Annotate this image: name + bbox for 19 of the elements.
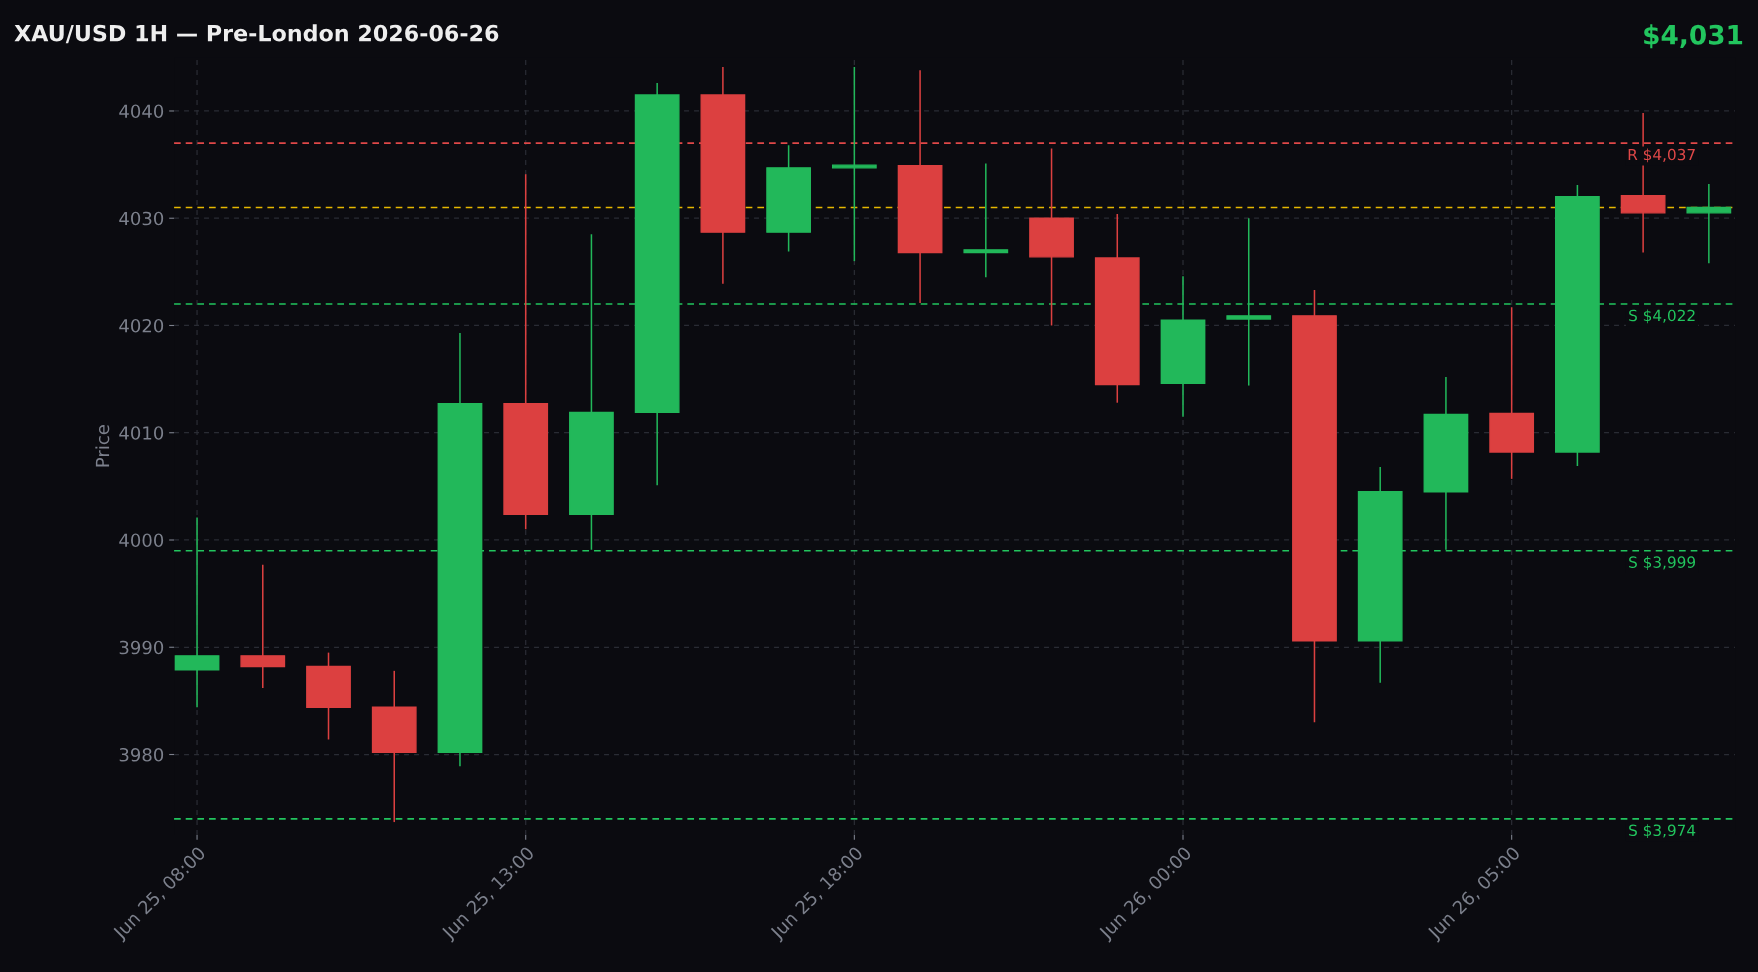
y-tick-label: 3980 bbox=[119, 747, 164, 762]
y-tick-label: 4040 bbox=[119, 104, 164, 119]
y-tick-label: 4010 bbox=[119, 426, 164, 440]
y-tick-label: 3990 bbox=[119, 640, 164, 655]
ref-line-label: S $3,999 bbox=[1629, 556, 1696, 570]
text: $4,031 bbox=[1644, 24, 1743, 49]
ref-line-label: S $3,974 bbox=[1629, 824, 1696, 839]
candlestick bbox=[1226, 217, 1272, 387]
candlestick bbox=[1686, 183, 1732, 265]
y-axis-title: Price bbox=[95, 425, 110, 467]
y-tick-label: 4030 bbox=[119, 211, 164, 226]
y-tick-label: 4020 bbox=[119, 318, 164, 333]
ref-line-label: S $4,022 bbox=[1629, 309, 1695, 324]
candlestick bbox=[963, 162, 1009, 278]
chart-title: XAU/USD 1H — Pre-London 2026-06-26 bbox=[14, 24, 499, 44]
y-tick-label: 4000 bbox=[119, 533, 164, 548]
ref-line-label: R $4,037 bbox=[1628, 148, 1695, 163]
candlestick bbox=[240, 563, 286, 689]
candlestick bbox=[831, 66, 877, 262]
